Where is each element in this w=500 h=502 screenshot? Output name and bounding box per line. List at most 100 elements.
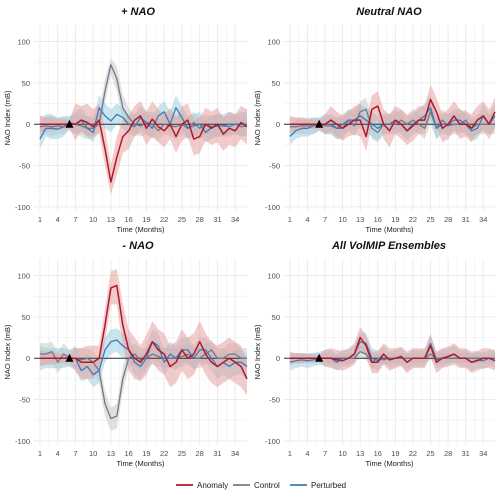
- y-tick-label: 50: [272, 313, 280, 322]
- x-tick-label: 1: [38, 215, 42, 224]
- x-tick-label: 1: [288, 449, 292, 458]
- anomaly-uncertainty-band: [289, 326, 495, 374]
- panel-1: -100 -50 0 50 100 1 4 7 10 13 16 19 22 25 28 31 34 Time (…: [3, 6, 248, 234]
- eruption-marker: [315, 353, 324, 362]
- x-tick-label: 31: [213, 215, 221, 224]
- x-axis-title: Time (Months): [116, 459, 165, 468]
- anomaly-series-line: [289, 336, 496, 364]
- x-tick-label: 13: [356, 449, 364, 458]
- x-tick-label: 28: [195, 215, 203, 224]
- x-tick-label: 31: [462, 449, 470, 458]
- y-tick-label: -50: [269, 396, 280, 405]
- panel-2: -100 -50 0 50 100 1 4 7 10 13 16 19 22 25 28 31 34 Time (…: [253, 6, 496, 234]
- y-tick-label: 100: [267, 38, 280, 47]
- y-axis-title: NAO Index (mB): [253, 324, 262, 380]
- anomaly-uncertainty-band: [39, 268, 248, 396]
- x-tick-label: 25: [426, 449, 434, 458]
- y-tick-label: -50: [269, 162, 280, 171]
- x-tick-label: 16: [124, 449, 132, 458]
- anomaly-series-line: [39, 115, 248, 183]
- x-tick-label: 28: [444, 449, 452, 458]
- y-tick-label: -50: [19, 396, 30, 405]
- y-tick-label: 50: [22, 313, 30, 322]
- y-tick-label: 0: [276, 354, 280, 363]
- x-tick-label: 4: [56, 215, 60, 224]
- panel-title: All VolMIP Ensembles: [331, 240, 446, 252]
- x-axis-title: Time (Months): [365, 459, 414, 468]
- legend-item-anomaly: Anomaly: [176, 481, 228, 490]
- panel-title: Neutral NAO: [356, 6, 422, 18]
- x-tick-label: 19: [391, 449, 399, 458]
- anomaly-series-line: [39, 284, 248, 380]
- x-tick-label: 34: [231, 449, 239, 458]
- x-tick-label: 22: [409, 215, 417, 224]
- x-tick-label: 22: [160, 449, 168, 458]
- x-tick-label: 7: [323, 449, 327, 458]
- x-axis-title: Time (Months): [116, 225, 165, 234]
- eruption-marker: [315, 119, 324, 128]
- y-tick-label: -100: [265, 203, 280, 212]
- x-tick-label: 34: [231, 215, 239, 224]
- x-tick-label: 4: [56, 449, 60, 458]
- x-tick-label: 28: [195, 449, 203, 458]
- x-tick-label: 34: [479, 215, 487, 224]
- y-tick-label: 0: [26, 354, 30, 363]
- y-tick-label: -100: [265, 437, 280, 446]
- y-tick-label: -100: [15, 203, 30, 212]
- y-tick-label: 0: [26, 120, 30, 129]
- anomaly-series-line: [289, 98, 496, 138]
- x-tick-label: 31: [213, 449, 221, 458]
- x-tick-label: 16: [374, 449, 382, 458]
- panel-title: + NAO: [121, 6, 155, 18]
- legend-item-perturbed: Perturbed: [290, 481, 346, 490]
- x-tick-label: 7: [323, 215, 327, 224]
- x-tick-label: 10: [89, 215, 97, 224]
- x-tick-label: 4: [305, 449, 309, 458]
- y-tick-label: 50: [22, 79, 30, 88]
- x-tick-label: 16: [124, 215, 132, 224]
- y-tick-label: -100: [15, 437, 30, 446]
- legend: Anomaly Control Perturbed: [176, 481, 346, 490]
- x-tick-label: 16: [374, 215, 382, 224]
- x-tick-label: 19: [142, 449, 150, 458]
- legend-label: Anomaly: [197, 481, 228, 490]
- x-tick-label: 25: [178, 215, 186, 224]
- x-tick-label: 19: [142, 215, 150, 224]
- x-tick-label: 13: [356, 215, 364, 224]
- x-tick-label: 4: [305, 215, 309, 224]
- x-tick-label: 10: [89, 449, 97, 458]
- y-tick-label: 50: [272, 79, 280, 88]
- anomaly-uncertainty-band: [289, 84, 495, 151]
- x-axis-title: Time (Months): [365, 225, 414, 234]
- legend-label: Perturbed: [311, 481, 346, 490]
- y-tick-label: 100: [17, 272, 30, 281]
- x-tick-label: 7: [73, 215, 77, 224]
- y-axis-title: NAO Index (mB): [253, 90, 262, 146]
- legend-label: Control: [254, 481, 280, 490]
- x-tick-label: 25: [178, 449, 186, 458]
- eruption-marker: [65, 353, 74, 362]
- y-tick-label: 100: [17, 38, 30, 47]
- eruption-marker: [65, 119, 74, 128]
- x-tick-label: 13: [107, 449, 115, 458]
- x-tick-label: 22: [409, 449, 417, 458]
- x-tick-label: 1: [288, 215, 292, 224]
- x-tick-label: 19: [391, 215, 399, 224]
- panel-title: - NAO: [122, 240, 154, 252]
- x-tick-label: 28: [444, 215, 452, 224]
- panel-4: -100 -50 0 50 100 1 4 7 10 13 16 19 22 25 28 31 34 Time (…: [253, 240, 496, 468]
- panel-3: -100 -50 0 50 100 1 4 7 10 13 16 19 22 25 28 31 34 Time (…: [3, 240, 248, 468]
- y-tick-label: 0: [276, 120, 280, 129]
- y-tick-label: -50: [19, 162, 30, 171]
- legend-item-control: Control: [233, 481, 280, 490]
- x-tick-label: 10: [338, 215, 346, 224]
- x-tick-label: 31: [462, 215, 470, 224]
- x-tick-label: 1: [38, 449, 42, 458]
- x-tick-label: 7: [73, 449, 77, 458]
- x-tick-label: 25: [426, 215, 434, 224]
- x-tick-label: 22: [160, 215, 168, 224]
- x-tick-label: 13: [107, 215, 115, 224]
- y-tick-label: 100: [267, 272, 280, 281]
